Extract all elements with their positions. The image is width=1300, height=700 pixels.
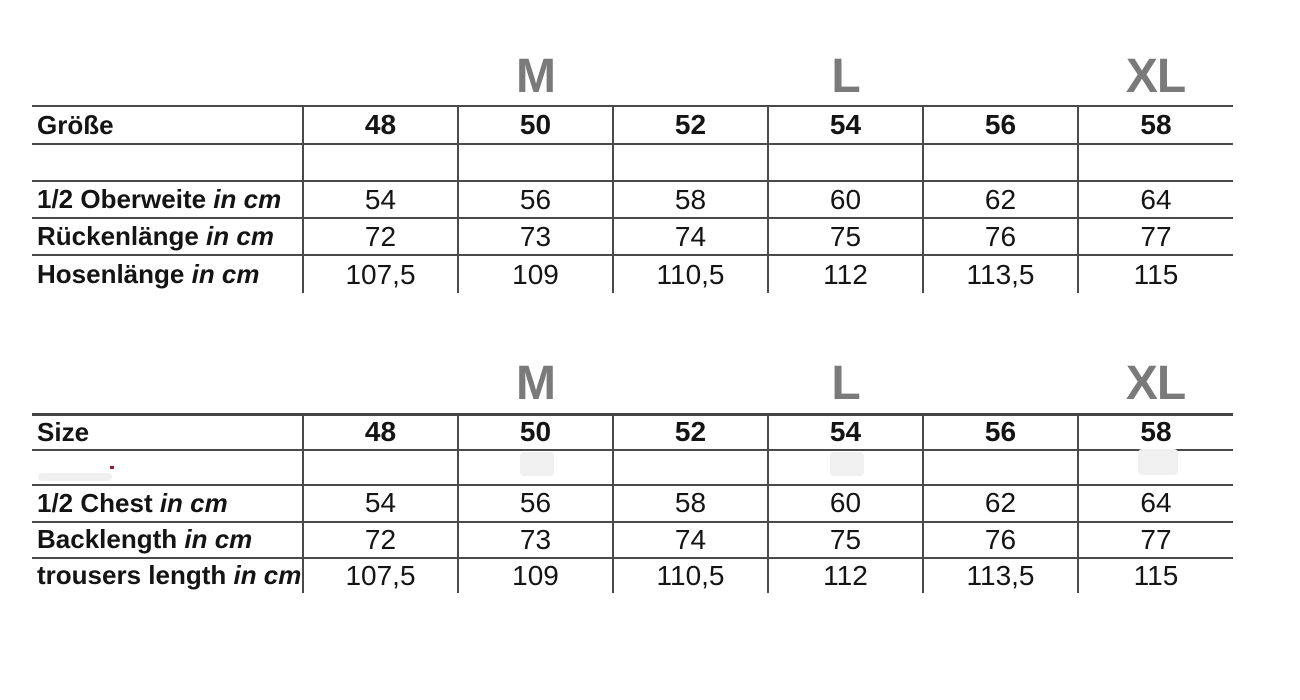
row-header-size: Größe xyxy=(37,109,114,140)
size-cell: 58 xyxy=(1077,106,1233,144)
table-row-empty xyxy=(32,144,1233,181)
row-header-size: Size xyxy=(37,416,90,447)
value-cell: 76 xyxy=(922,521,1078,558)
value-cell: 58 xyxy=(612,484,768,522)
value-cell: 74 xyxy=(612,218,768,255)
size-cell: 48 xyxy=(302,414,458,450)
value-cell: 115 xyxy=(1077,255,1233,293)
value-cell: 62 xyxy=(922,484,1078,522)
size-table-german: Größe 48 50 52 54 56 58 1/2 Oberweite in… xyxy=(32,105,1233,293)
unit-label: in cm xyxy=(177,524,253,554)
value-cell: 110,5 xyxy=(612,557,768,593)
row-header-chest: 1/2 Oberweite in cm xyxy=(37,184,282,214)
unit-label: in cm xyxy=(198,221,274,251)
unit-label: in cm xyxy=(226,560,302,590)
value-cell: 72 xyxy=(302,521,458,558)
size-cell: 54 xyxy=(767,106,923,144)
unit-label: in cm xyxy=(184,259,260,289)
value-cell: 64 xyxy=(1077,484,1233,522)
value-cell: 73 xyxy=(457,521,613,558)
value-cell: 109 xyxy=(457,255,613,293)
erased-text-artifact xyxy=(830,452,864,476)
value-cell: 113,5 xyxy=(922,255,1078,293)
value-cell: 77 xyxy=(1077,521,1233,558)
group-label-m-english: M xyxy=(516,357,556,410)
value-cell: 56 xyxy=(457,484,613,522)
row-header-backlength: Backlength in cm xyxy=(37,524,253,554)
value-cell: 60 xyxy=(767,484,923,522)
table-row-trousers: Hosenlänge in cm 107,5 109 110,5 112 113… xyxy=(32,255,1233,293)
value-cell: 109 xyxy=(457,557,613,593)
size-table-english: Size 48 50 52 54 56 58 1/2 Chest in cm 5… xyxy=(32,413,1233,593)
group-label-xl-german: XL xyxy=(1125,50,1186,103)
value-cell: 107,5 xyxy=(302,255,458,293)
value-cell: 110,5 xyxy=(612,255,768,293)
table-row-backlength: Rückenlänge in cm 72 73 74 75 76 77 xyxy=(32,218,1233,255)
value-cell: 112 xyxy=(767,255,923,293)
value-cell: 56 xyxy=(457,181,613,218)
group-label-m-german: M xyxy=(516,50,556,103)
erased-text-artifact xyxy=(520,452,554,476)
size-cell: 56 xyxy=(922,106,1078,144)
value-cell: 74 xyxy=(612,521,768,558)
value-cell: 73 xyxy=(457,218,613,255)
value-cell: 75 xyxy=(767,218,923,255)
group-label-l-english: L xyxy=(831,357,860,410)
table-row-backlength: Backlength in cm 72 73 74 75 76 77 xyxy=(32,521,1233,558)
size-cell: 48 xyxy=(302,106,458,144)
value-cell: 64 xyxy=(1077,181,1233,218)
value-cell: 62 xyxy=(922,181,1078,218)
size-cell: 56 xyxy=(922,414,1078,450)
value-cell: 77 xyxy=(1077,218,1233,255)
value-cell: 54 xyxy=(302,484,458,522)
table-row-sizes: Size 48 50 52 54 56 58 xyxy=(32,414,1233,450)
value-cell: 75 xyxy=(767,521,923,558)
value-cell: 112 xyxy=(767,557,923,593)
value-cell: 107,5 xyxy=(302,557,458,593)
value-cell: 54 xyxy=(302,181,458,218)
table-row-sizes: Größe 48 50 52 54 56 58 xyxy=(32,106,1233,144)
table-row-chest: 1/2 Chest in cm 54 56 58 60 62 64 xyxy=(32,484,1233,522)
table-row-chest: 1/2 Oberweite in cm 54 56 58 60 62 64 xyxy=(32,181,1233,218)
value-cell: 113,5 xyxy=(922,557,1078,593)
row-header-trousers: trousers length in cm xyxy=(37,560,302,590)
size-cell: 52 xyxy=(612,414,768,450)
value-cell: 58 xyxy=(612,181,768,218)
table-row-empty xyxy=(32,449,1233,485)
value-cell: 60 xyxy=(767,181,923,218)
value-cell: 115 xyxy=(1077,557,1233,593)
size-cell: 50 xyxy=(457,106,613,144)
unit-label: in cm xyxy=(152,487,228,518)
value-cell: 76 xyxy=(922,218,1078,255)
size-cell: 52 xyxy=(612,106,768,144)
row-header-backlength: Rückenlänge in cm xyxy=(37,221,274,251)
group-label-xl-english: XL xyxy=(1125,357,1186,410)
row-header-chest: 1/2 Chest in cm xyxy=(37,487,228,518)
size-cell: 58 xyxy=(1077,414,1233,450)
red-dot-artifact xyxy=(110,466,114,469)
row-header-trousers: Hosenlänge in cm xyxy=(37,259,260,289)
table-row-trousers: trousers length in cm 107,5 109 110,5 11… xyxy=(32,557,1233,593)
erased-text-artifact xyxy=(1138,449,1178,475)
erased-text-artifact xyxy=(38,473,112,481)
value-cell: 72 xyxy=(302,218,458,255)
unit-label: in cm xyxy=(206,184,282,214)
group-label-l-german: L xyxy=(831,50,860,103)
size-cell: 50 xyxy=(457,414,613,450)
size-cell: 54 xyxy=(767,414,923,450)
